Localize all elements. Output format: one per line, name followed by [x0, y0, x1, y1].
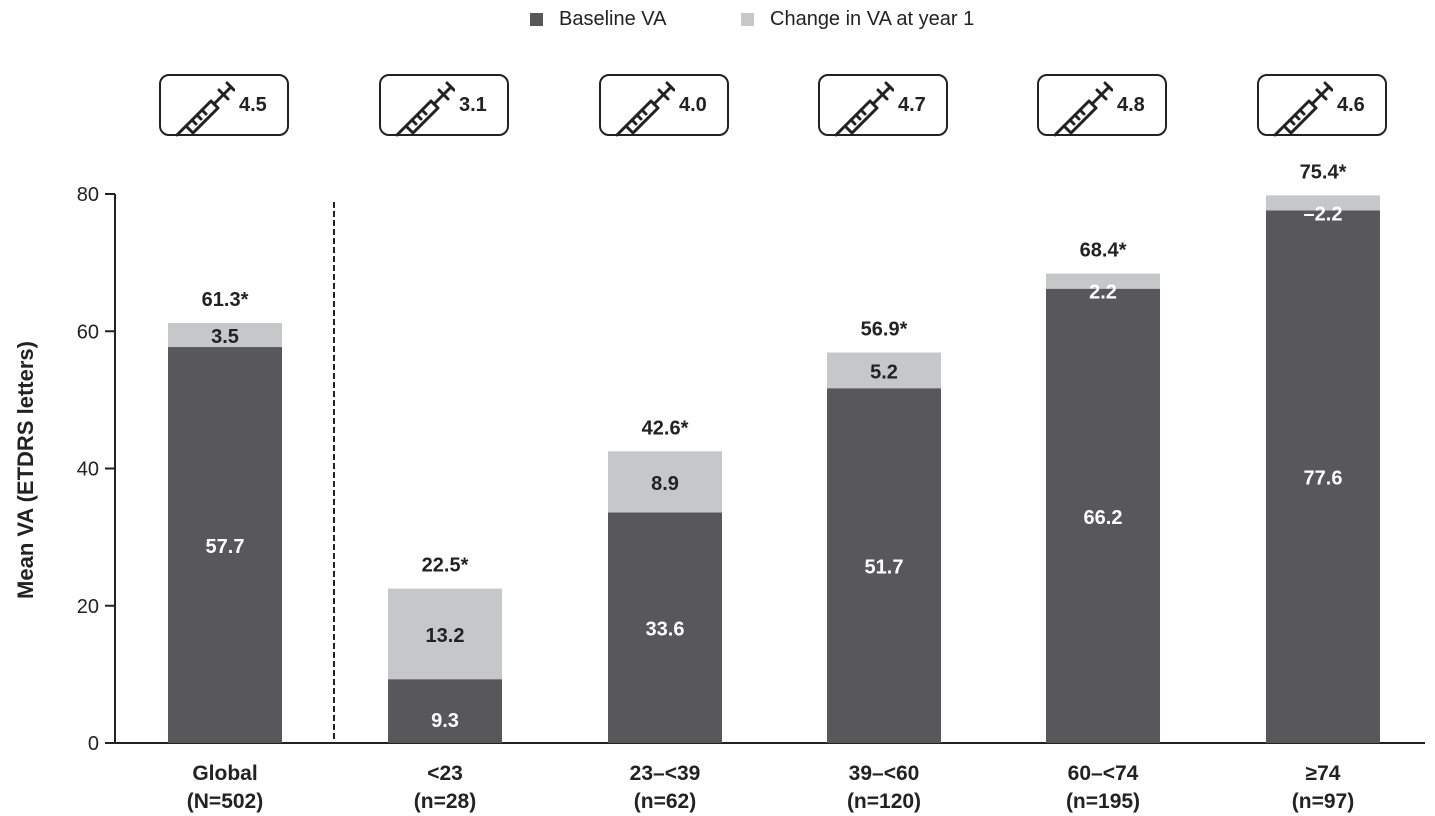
- x-tick-sublabel: (N=502): [187, 790, 263, 813]
- injection-box: 4.0: [599, 74, 729, 137]
- bar-total-label: 22.5*: [422, 555, 469, 577]
- x-tick-label: 60–<74: [1068, 762, 1139, 785]
- bar-baseline: [1266, 210, 1380, 744]
- legend-label-change: Change in VA at year 1: [770, 7, 975, 30]
- bar-change: [1046, 273, 1160, 289]
- x-tick-sublabel: (n=97): [1292, 790, 1354, 813]
- legend: Baseline VA Change in VA at year 1: [0, 6, 1435, 32]
- injection-box: 4.6: [1257, 74, 1387, 137]
- y-tick-label: 20: [77, 596, 99, 618]
- bar-baseline-label: 57.7: [206, 536, 245, 558]
- x-tick-sublabel: (n=62): [634, 790, 696, 813]
- bar-change-label: –2.2: [1304, 203, 1343, 225]
- injection-box: 4.8: [1037, 74, 1167, 137]
- bar-change-label: 5.2: [870, 361, 898, 383]
- y-axis-label: Mean VA (ETDRS letters): [13, 341, 38, 599]
- injection-count: 4.5: [239, 94, 267, 116]
- bar-change-label: 13.2: [426, 625, 465, 647]
- legend-item-change: Change in VA at year 1: [741, 6, 974, 32]
- bar-baseline-label: 33.6: [646, 619, 685, 641]
- bar-total-label: 56.9*: [861, 319, 908, 341]
- x-tick-label: 23–<39: [630, 762, 701, 785]
- injection-count: 4.7: [898, 94, 926, 116]
- bar-baseline-label: 77.6: [1304, 468, 1343, 490]
- bar-change-label: 8.9: [651, 473, 679, 495]
- bar-change-label: 2.2: [1089, 282, 1117, 304]
- legend-label-baseline: Baseline VA: [559, 7, 667, 30]
- bar-change: [168, 323, 282, 348]
- x-tick-sublabel: (n=195): [1066, 790, 1140, 813]
- x-tick-label: ≥74: [1306, 762, 1341, 785]
- bar-baseline: [608, 512, 722, 743]
- x-tick-sublabel: (n=120): [847, 790, 921, 813]
- legend-swatch-change: [741, 12, 754, 26]
- injection-count: 4.8: [1117, 94, 1145, 116]
- injection-count: 4.0: [679, 94, 707, 116]
- bar-total-label: 68.4*: [1080, 240, 1127, 262]
- bars: [168, 195, 1380, 744]
- injection-box: 3.1: [379, 74, 509, 137]
- injection-box: 4.7: [818, 74, 948, 137]
- bar-baseline: [827, 388, 941, 743]
- bar-baseline-label: 66.2: [1084, 507, 1123, 529]
- bar-baseline: [1046, 288, 1160, 743]
- bar-total-label: 75.4*: [1300, 161, 1347, 183]
- x-tick-label: <23: [427, 762, 463, 785]
- x-tick-label: Global: [192, 762, 257, 785]
- bar-change: [388, 588, 502, 680]
- legend-item-baseline: Baseline VA: [530, 6, 666, 32]
- y-tick-label: 60: [77, 321, 99, 343]
- y-tick-label: 80: [77, 184, 99, 206]
- injection-box: 4.5: [159, 74, 289, 137]
- injection-count: 4.6: [1337, 94, 1365, 116]
- bar-baseline-label: 51.7: [865, 557, 904, 579]
- bar-change: [1266, 195, 1380, 211]
- bar-baseline-label: 9.3: [431, 710, 459, 732]
- bar-change: [827, 352, 941, 389]
- injection-count: 3.1: [459, 94, 487, 116]
- bar-change-label: 3.5: [211, 326, 239, 348]
- axes: 0 20 40 60 80: [77, 184, 1425, 755]
- bar-total-label: 42.6*: [642, 417, 689, 439]
- y-tick-label: 40: [77, 459, 99, 481]
- x-tick-sublabel: (n=28): [414, 790, 476, 813]
- labels: 57.7 3.5 61.3* Global (N=502) 9.3 13.2 22.5* <23…: [187, 161, 1354, 813]
- bar-baseline: [168, 347, 282, 743]
- bar-change: [608, 451, 722, 513]
- bar-total-label: 61.3*: [202, 289, 249, 311]
- legend-swatch-baseline: [530, 12, 543, 26]
- x-tick-label: 39–<60: [849, 762, 920, 785]
- bar-baseline: [388, 679, 502, 743]
- y-tick-label: 0: [88, 733, 99, 755]
